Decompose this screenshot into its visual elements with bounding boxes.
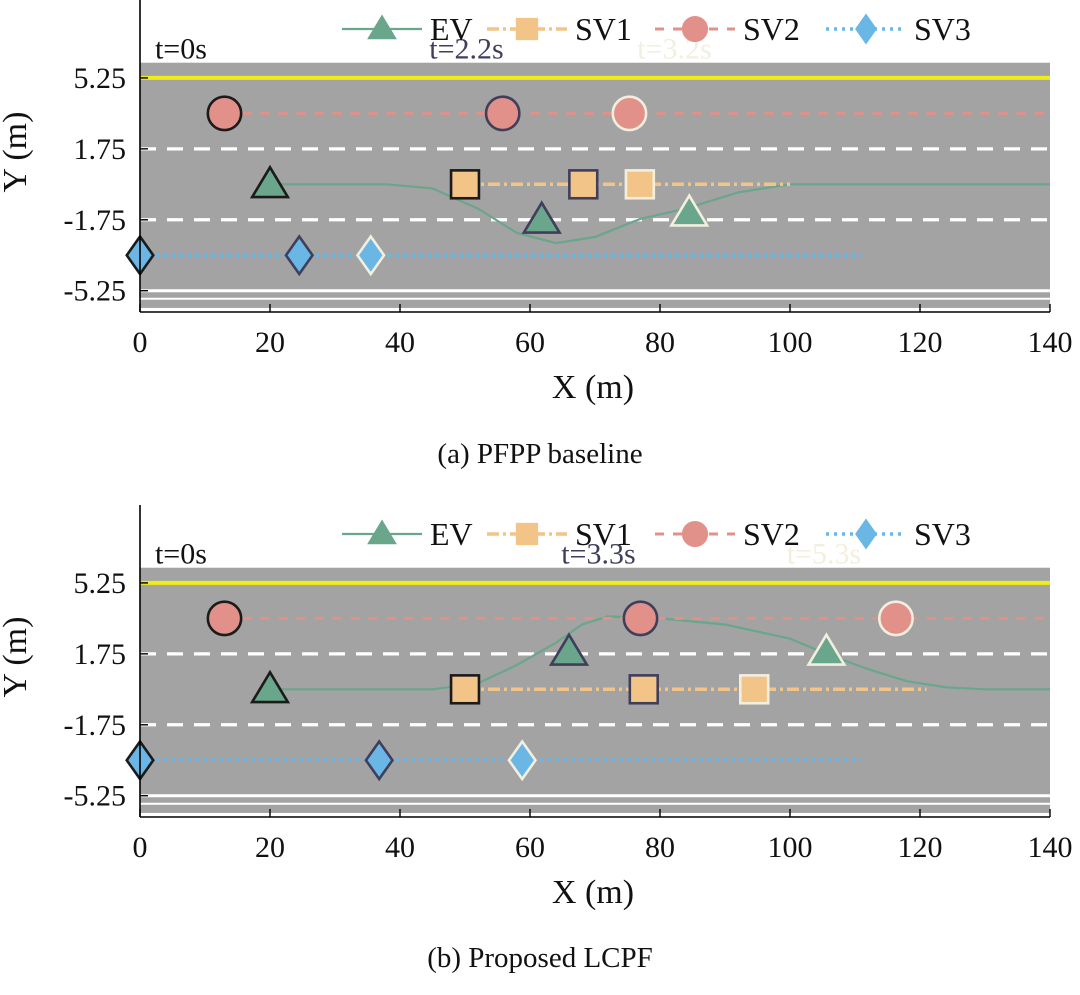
legend-label-sv2: SV2 [743,516,800,552]
marker-ev-0 [249,669,291,704]
y-tick-label-3: -5.25 [64,275,127,308]
time-label-1: t=2.2s [429,33,503,66]
marker-ev-1 [521,200,562,234]
legend-item-sv1: SV1 [487,516,632,552]
marker-ev-1 [548,632,590,666]
x-tick-label-40: 40 [385,326,415,359]
legend-marker-sv1 [515,522,539,546]
legend-marker-sv2 [681,15,709,43]
caption-a: (a) PFPP baseline [437,438,643,470]
marker-sv2-2 [611,95,648,132]
y-tick-label-3: -5.25 [64,780,127,813]
time-label-0: t=0s [155,538,207,571]
legend-marker-ev [367,14,397,40]
marker-ev-0 [249,164,291,199]
legend-label-sv3: SV3 [914,11,971,47]
x-tick-label-60: 60 [515,326,545,359]
x-tick-label-140: 140 [1028,326,1073,359]
x-tick-label-60: 60 [515,831,545,864]
x-tick-label-140: 140 [1028,831,1073,864]
marker-sv1-0 [449,169,481,200]
legend-label-sv3: SV3 [914,516,971,552]
x-tick-label-80: 80 [645,326,675,359]
legend-marker-sv3 [855,13,877,45]
marker-sv1-0 [449,674,481,705]
marker-sv2-0 [206,600,243,637]
marker-ev-2 [669,193,710,227]
x-tick-label-0: 0 [133,326,148,359]
legend-item-sv1: SV1 [487,11,632,47]
y-tick-label-0: 5.25 [74,567,127,600]
chart-b-svg: t=0s t=3.3s t=5.3s 0 20 40 60 80 100 120 140 5.25 1.… [0,505,1073,911]
caption-b: (b) Proposed LCPF [427,942,653,974]
y-tick-label-2: -1.75 [64,709,127,742]
marker-sv3-1 [284,234,315,277]
legend-label-sv1: SV1 [575,11,632,47]
x-tick-label-0: 0 [133,831,148,864]
legend-label-sv1: SV1 [575,516,632,552]
x-tick-label-100: 100 [768,326,813,359]
x-axis-label: X (m) [552,874,634,911]
x-tick-label-20: 20 [255,831,285,864]
time-label-2: t=5.3s [787,538,861,571]
x-tick-label-40: 40 [385,831,415,864]
y-tick-label-2: -1.75 [64,204,127,237]
marker-sv1-1 [628,674,659,705]
y-tick-label-1: 1.75 [74,133,127,166]
x-tick-label-120: 120 [898,326,943,359]
x-tick-label-100: 100 [768,831,813,864]
y-tick-label-0: 5.25 [74,62,127,95]
legend-item-ev: EV [342,11,473,47]
legend-label-sv2: SV2 [743,11,800,47]
time-label-0: t=0s [155,33,207,66]
legend-item-sv3: SV3 [826,516,971,552]
x-tick-label-120: 120 [898,831,943,864]
legend-item-sv3: SV3 [826,11,971,47]
marker-sv3-2 [355,234,386,277]
legend-item-sv2: SV2 [655,516,800,552]
legend-label-ev: EV [430,516,473,552]
legend-item-ev: EV [342,516,473,552]
legend-item-sv2: SV2 [655,11,800,47]
x-tick-label-20: 20 [255,326,285,359]
marker-ev-2 [806,632,847,666]
marker-sv2-2 [877,600,914,637]
y-axis-label: Y (m) [0,112,34,193]
time-label-1: t=3.3s [561,538,635,571]
marker-sv1-1 [568,169,599,200]
legend-label-ev: EV [430,11,473,47]
marker-sv1-2 [624,169,656,200]
legend-marker-sv1 [515,17,539,41]
legend-marker-ev [367,519,397,545]
marker-sv3-2 [507,739,538,782]
marker-sv3-1 [364,739,395,782]
y-tick-label-1: 1.75 [74,638,127,671]
legend-marker-sv2 [681,520,709,548]
marker-sv2-0 [206,95,243,132]
chart-a-svg: t=0s t=2.2s t=3.2s0 20 40 60 80 100 120 1405.251.… [0,0,1073,406]
x-axis-label: X (m) [552,369,634,406]
marker-sv1-2 [739,674,770,705]
legend-marker-sv3 [855,518,877,550]
marker-sv2-1 [622,600,659,637]
y-axis-label: Y (m) [0,617,34,698]
chart-panel-b: t=0s t=3.3s t=5.3s 0 20 40 60 80 100 120 140 5.25 1.… [0,505,1080,995]
x-tick-label-80: 80 [645,831,675,864]
marker-sv2-1 [484,95,521,132]
chart-panel-a: t=0s t=2.2s t=3.2s 0 20 40 60 80 100 120 140 5.25 1.… [0,0,1080,490]
